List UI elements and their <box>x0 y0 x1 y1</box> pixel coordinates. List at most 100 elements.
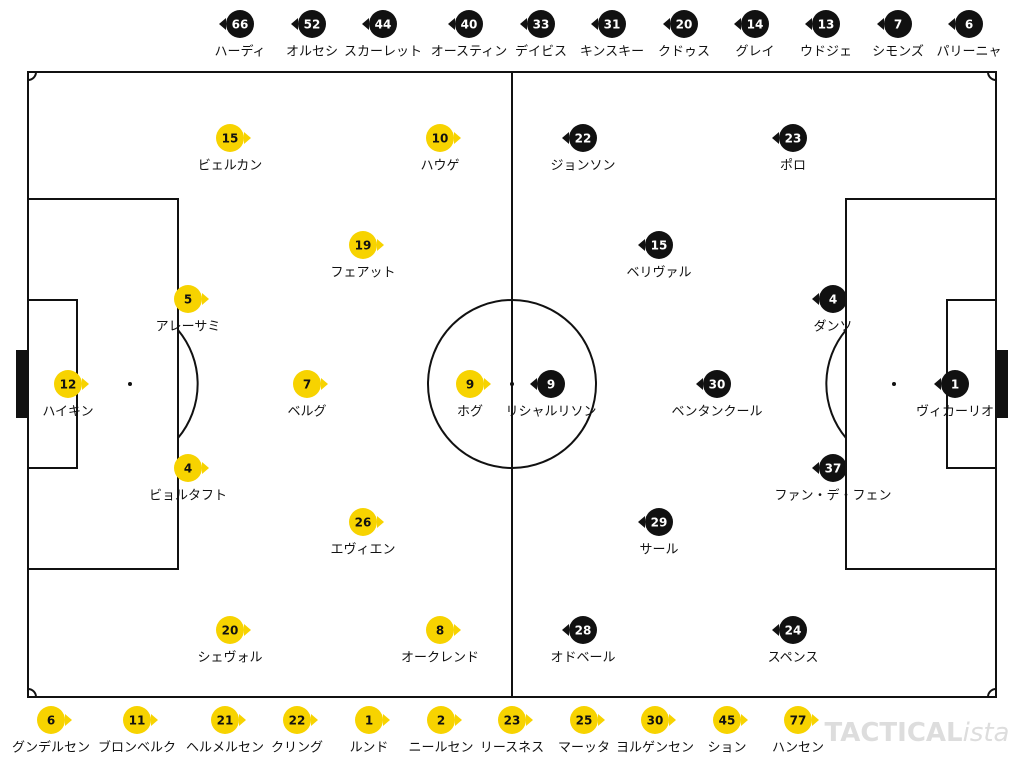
player-number: 13 <box>818 18 835 32</box>
player-number: 24 <box>785 624 802 638</box>
player-icon <box>713 706 741 734</box>
direction-marker <box>948 18 955 30</box>
player-number: 44 <box>375 18 392 32</box>
player: 77 ハンセン <box>772 706 824 756</box>
direction-marker <box>377 239 384 251</box>
player-name: オークレンド <box>401 651 479 666</box>
player-name: シェヴォル <box>197 650 262 666</box>
direction-marker <box>598 714 605 726</box>
player: 66 ハーディ <box>214 10 266 60</box>
player-number: 14 <box>747 18 764 32</box>
player-number: 40 <box>461 18 478 32</box>
player: 5 アレーサミ <box>156 285 221 335</box>
player-name: ベンタンクール <box>671 405 762 420</box>
player-number: 1 <box>951 378 959 392</box>
player: 15 ビェルカン <box>198 124 263 174</box>
direction-marker <box>696 378 703 390</box>
direction-marker <box>321 378 328 390</box>
player-icon <box>527 10 555 38</box>
direction-marker <box>383 714 390 726</box>
player-icon <box>216 124 244 152</box>
player: 22 ジョンソン <box>550 124 616 174</box>
player: 23 リースネス <box>480 706 544 756</box>
player: 44 スカーレット <box>344 10 422 60</box>
direction-marker <box>638 516 645 528</box>
player-icon <box>812 10 840 38</box>
player-name: ポロ <box>780 159 806 174</box>
player-icon <box>298 10 326 38</box>
player-name: ルンド <box>350 741 389 756</box>
player-icon <box>641 706 669 734</box>
player: 7 シモンズ <box>872 10 924 60</box>
player-number: 10 <box>432 132 449 146</box>
player-name: オースティン <box>431 45 508 60</box>
player-number: 4 <box>184 462 192 476</box>
direction-marker <box>734 18 741 30</box>
player-name: サール <box>639 543 678 558</box>
player-icon <box>570 706 598 734</box>
player: 2 ニールセン <box>408 706 474 756</box>
player: 12 ハイキン <box>42 370 94 420</box>
player-icon <box>645 508 673 536</box>
player-icon <box>226 10 254 38</box>
player-name: リースネス <box>480 741 544 756</box>
direction-marker <box>202 293 209 305</box>
player-icon <box>349 231 377 259</box>
direction-marker <box>448 18 455 30</box>
player: 6 グンデルセン <box>12 706 90 756</box>
player-number: 12 <box>60 378 77 392</box>
player: 52 オルセシ <box>286 10 338 60</box>
direction-marker <box>65 714 72 726</box>
direction-marker <box>377 516 384 528</box>
player-name: ビョルタフト <box>149 489 227 504</box>
direction-marker <box>812 293 819 305</box>
player: 4 ビョルタフト <box>149 454 227 504</box>
player-icon <box>37 706 65 734</box>
player-icon <box>537 370 565 398</box>
player-number: 23 <box>785 132 802 146</box>
player: 23 ポロ <box>772 124 807 174</box>
player-name: アレーサミ <box>156 320 221 335</box>
player-icon <box>784 706 812 734</box>
player-icon <box>741 10 769 38</box>
player-number: 30 <box>647 714 664 728</box>
player-name: ブロンベルク <box>98 740 176 756</box>
player: 28 オドベール <box>550 616 616 666</box>
direction-marker <box>82 378 89 390</box>
player: 14 グレイ <box>734 10 775 60</box>
player-name: ビェルカン <box>198 159 263 174</box>
player-name: ファン・デ・フェン <box>774 488 891 504</box>
player: 21 ヘルメルセン <box>186 706 264 756</box>
player: 25 マーッタ <box>558 706 610 756</box>
player: 13 ウドジェ <box>800 10 852 60</box>
direction-marker <box>669 714 676 726</box>
player: 11 ブロンベルク <box>98 706 176 756</box>
player: 29 サール <box>638 508 679 558</box>
player-icon <box>955 10 983 38</box>
player-name: エヴィエン <box>330 542 395 558</box>
direction-marker <box>877 18 884 30</box>
player-icon <box>426 616 454 644</box>
player-name: デイビス <box>515 44 567 60</box>
player-icon <box>216 616 244 644</box>
player-name: ハウゲ <box>420 159 459 174</box>
player-number: 8 <box>436 624 444 638</box>
player-number: 26 <box>355 516 372 530</box>
player-icon <box>174 454 202 482</box>
player-number: 15 <box>651 239 668 253</box>
player-icon <box>369 10 397 38</box>
player: 20 シェヴォル <box>197 616 263 666</box>
player-icon <box>123 706 151 734</box>
player-number: 22 <box>289 714 306 728</box>
player-name: ベルグ <box>287 405 326 420</box>
direction-marker <box>244 132 251 144</box>
player-number: 52 <box>304 18 321 32</box>
player: 8 オークレンド <box>401 616 479 666</box>
player-icon <box>427 706 455 734</box>
player: 33 デイビス <box>515 10 567 60</box>
player: 19 フェアット <box>330 231 396 281</box>
player-name: グレイ <box>735 45 774 60</box>
player-icon <box>174 285 202 313</box>
player: 1 ルンド <box>350 706 390 756</box>
player-name: ダンソ <box>813 320 852 335</box>
